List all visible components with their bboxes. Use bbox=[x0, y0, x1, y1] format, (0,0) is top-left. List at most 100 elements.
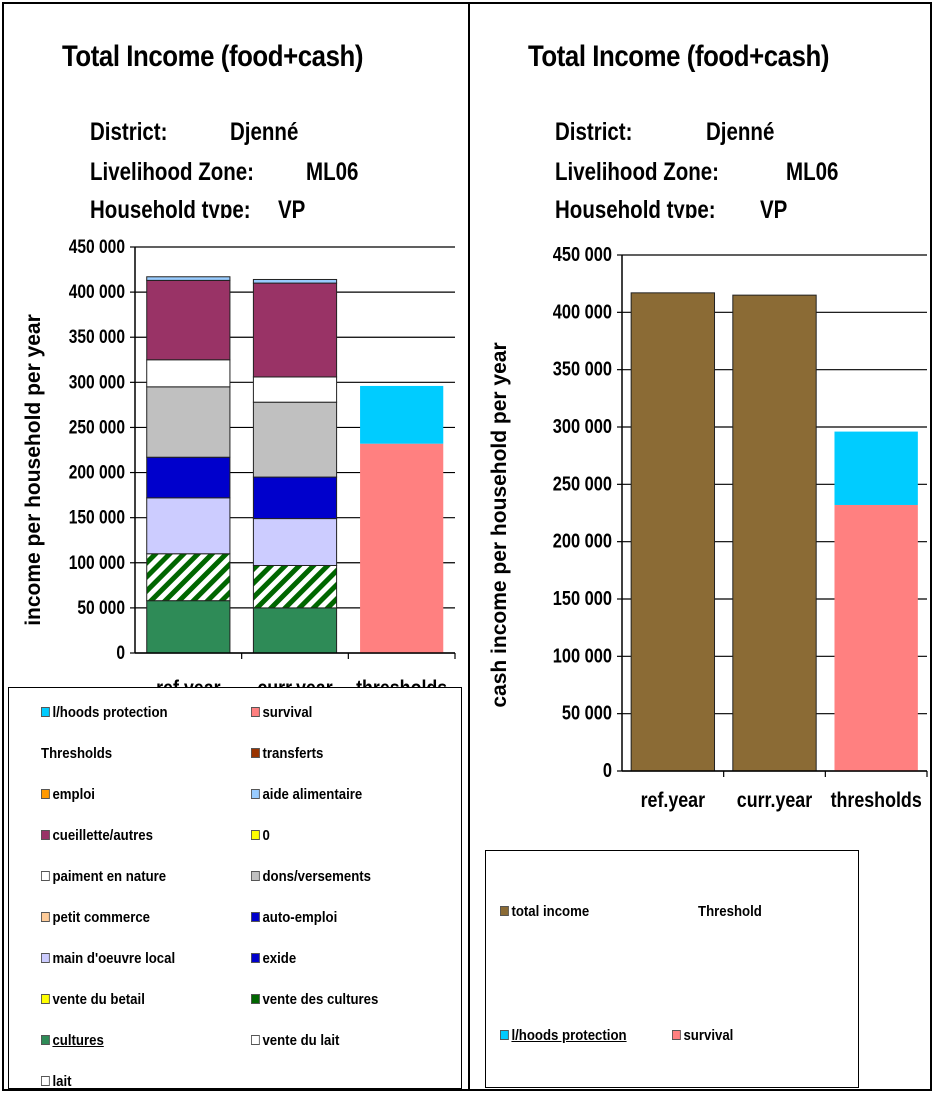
legend-swatch bbox=[41, 912, 50, 923]
y-tick-label: 450 000 bbox=[553, 242, 612, 265]
bar-survival bbox=[360, 443, 444, 653]
right-household-label: Household type: bbox=[555, 196, 716, 218]
legend-item: lait bbox=[41, 1073, 72, 1090]
right-chart-title: Total Income (food+cash) bbox=[528, 40, 829, 73]
legend-label: paiment en nature bbox=[52, 868, 167, 885]
legend-survival: survival bbox=[672, 1027, 733, 1044]
right-household-value: VP bbox=[760, 196, 788, 218]
legend-threshold: Threshold bbox=[698, 903, 762, 920]
y-tick-label: 0 bbox=[116, 642, 125, 664]
y-tick-label: 400 000 bbox=[69, 281, 125, 303]
legend-item: Thresholds bbox=[41, 745, 112, 762]
legend-item: vente des cultures bbox=[251, 991, 378, 1008]
legend-swatch bbox=[251, 912, 260, 923]
y-tick-label: 0 bbox=[603, 758, 612, 781]
legend-item: petit commerce bbox=[41, 909, 150, 926]
legend-label: emploi bbox=[52, 786, 95, 803]
x-tick-label: thresholds bbox=[831, 789, 922, 813]
legend-label: vente des cultures bbox=[262, 991, 379, 1008]
bar-main-d-oeuvre-local bbox=[252, 518, 338, 566]
legend-label: l/hoods protection bbox=[52, 704, 168, 721]
bar-paiment-en-nature bbox=[252, 376, 338, 403]
bar-exide bbox=[146, 456, 231, 499]
right-stacked-bar-chart: 0 50 000 100 000 150 000 200 000 250 000 300 0… bbox=[488, 242, 928, 813]
legend-item: main d'oeuvre local bbox=[41, 950, 175, 967]
bar-main-d-oeuvre-local bbox=[146, 497, 231, 555]
legend-label: main d'oeuvre local bbox=[52, 950, 176, 967]
legend-label: dons/versements bbox=[262, 868, 372, 885]
y-tick-label: 250 000 bbox=[69, 416, 125, 438]
legend-item: vente du betail bbox=[41, 991, 145, 1008]
legend-swatch bbox=[41, 1076, 50, 1087]
bar-cueillette-autres bbox=[146, 279, 231, 361]
legend-item: cueillette/autres bbox=[41, 827, 153, 844]
bar-cultures bbox=[146, 600, 231, 654]
bar-total-income bbox=[732, 294, 817, 772]
bar-survival bbox=[834, 504, 918, 771]
left-household-label: Household type: bbox=[90, 196, 251, 218]
legend-swatch bbox=[251, 707, 260, 718]
bar-total-income bbox=[630, 292, 716, 772]
y-tick-label: 400 000 bbox=[553, 300, 612, 323]
bar-cueillette-autres bbox=[252, 282, 338, 378]
y-tick-label: 50 000 bbox=[77, 596, 125, 618]
x-tick-label: ref.year bbox=[641, 789, 706, 813]
legend-label: Thresholds bbox=[41, 745, 113, 762]
legend-swatch bbox=[251, 994, 260, 1005]
legend-item: exide bbox=[251, 950, 296, 967]
left-zone-value: ML06 bbox=[306, 158, 359, 186]
y-axis-label: income per household per year bbox=[22, 314, 45, 626]
legend-swatch bbox=[41, 830, 50, 841]
legend-item: cultures bbox=[41, 1032, 104, 1049]
legend-swatch bbox=[41, 871, 50, 882]
bar-aide-alimentaire bbox=[252, 278, 338, 284]
legend-label: cueillette/autres bbox=[52, 827, 153, 844]
panel-divider bbox=[468, 2, 470, 1089]
legend-item: dons/versements bbox=[251, 868, 371, 885]
protection-swatch bbox=[500, 1030, 509, 1041]
left-chart-title: Total Income (food+cash) bbox=[62, 40, 363, 73]
y-tick-label: 200 000 bbox=[553, 529, 612, 552]
left-legend: l/hoods protection survival Thresholds tran… bbox=[8, 687, 462, 1090]
legend-label: 0 bbox=[262, 827, 270, 844]
bar-exide bbox=[252, 476, 338, 520]
legend-swatch bbox=[41, 994, 50, 1005]
legend-item: l/hoods protection bbox=[41, 704, 168, 721]
right-district-value: Djenné bbox=[706, 118, 775, 146]
y-tick-label: 150 000 bbox=[69, 506, 125, 528]
legend-label: vente du betail bbox=[52, 991, 145, 1008]
legend-label: cultures bbox=[52, 1032, 104, 1049]
y-tick-label: 450 000 bbox=[69, 236, 125, 258]
legend-item: auto-emploi bbox=[251, 909, 337, 926]
legend-label: exide bbox=[262, 950, 297, 967]
legend-swatch bbox=[41, 953, 50, 964]
legend-swatch bbox=[251, 748, 260, 759]
legend-swatch bbox=[251, 830, 260, 841]
right-district-label: District: bbox=[555, 118, 633, 146]
legend-item: survival bbox=[251, 704, 312, 721]
bar-dons-versements bbox=[146, 386, 231, 458]
left-district-label: District: bbox=[90, 118, 168, 146]
legend-protection: l/hoods protection bbox=[500, 1027, 627, 1044]
y-tick-label: 50 000 bbox=[562, 701, 612, 724]
y-tick-label: 250 000 bbox=[553, 472, 612, 495]
y-tick-label: 350 000 bbox=[553, 357, 612, 380]
bar-paiment-en-nature bbox=[146, 359, 231, 388]
legend-swatch bbox=[251, 871, 260, 882]
bar-vente-des-cultures bbox=[252, 564, 338, 609]
right-legend: total income Threshold l/hoods protectio… bbox=[485, 850, 859, 1088]
legend-label: auto-emploi bbox=[262, 909, 338, 926]
legend-swatch bbox=[41, 707, 50, 718]
legend-label: lait bbox=[52, 1073, 72, 1090]
left-household-value: VP bbox=[278, 196, 306, 218]
y-tick-label: 100 000 bbox=[553, 644, 612, 667]
total-income-swatch bbox=[500, 906, 509, 917]
y-axis-label: cash income per household per year bbox=[488, 342, 511, 707]
legend-swatch bbox=[251, 953, 260, 964]
legend-label: petit commerce bbox=[52, 909, 151, 926]
legend-total-income: total income bbox=[500, 903, 589, 920]
left-district-value: Djenné bbox=[230, 118, 299, 146]
bar-cultures bbox=[252, 607, 338, 654]
legend-label: vente du lait bbox=[262, 1032, 340, 1049]
